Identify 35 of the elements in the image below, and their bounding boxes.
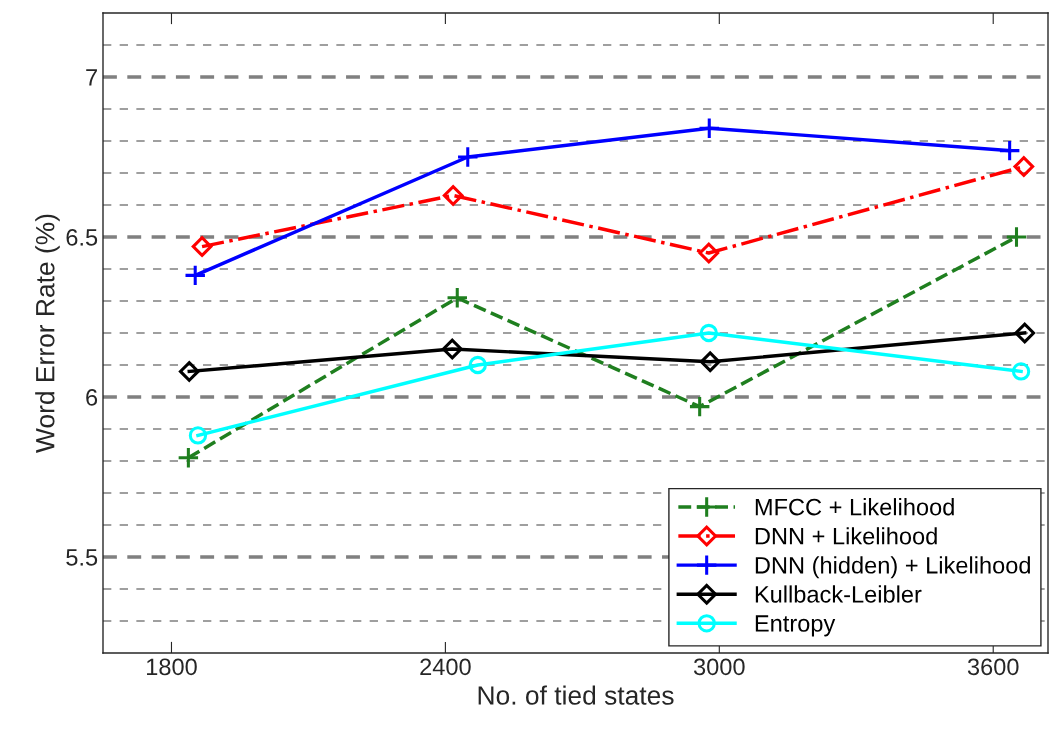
point xyxy=(183,264,207,287)
legend-label: Entropy xyxy=(755,615,836,637)
point xyxy=(442,185,464,206)
point xyxy=(446,286,469,310)
point xyxy=(1005,225,1028,249)
y-tick-label: 6.5 xyxy=(66,229,98,246)
y-tick-label: 5.5 xyxy=(66,549,98,566)
point xyxy=(688,395,711,418)
x-tick-label: 3000 xyxy=(693,658,745,676)
point xyxy=(698,242,720,264)
point xyxy=(441,338,463,360)
point xyxy=(1011,362,1031,381)
legend-label: DNN + Likelihood xyxy=(755,527,937,545)
y-tick-label: 7 xyxy=(86,69,97,86)
point xyxy=(468,355,487,375)
x-tick-label: 2400 xyxy=(420,658,471,676)
point xyxy=(698,116,721,140)
legend-label: MFCC + Likelihood xyxy=(755,498,954,516)
point xyxy=(1013,156,1035,177)
y-tick-label: 6 xyxy=(86,389,98,406)
legend-label: DNN (hidden) + Likelihood xyxy=(755,556,1030,579)
x-tick-label: 1800 xyxy=(147,658,197,676)
point xyxy=(191,236,213,257)
x-tick-label: 3600 xyxy=(967,658,1019,676)
x-axis-title: No. of tied states xyxy=(478,685,674,705)
point xyxy=(177,446,200,470)
legend-label: Kullback-Leibler xyxy=(755,585,922,603)
point xyxy=(699,323,718,343)
y-axis-title: Word Error Rate (%) xyxy=(35,214,60,453)
point xyxy=(1014,322,1036,344)
point xyxy=(699,351,721,373)
point xyxy=(456,145,480,169)
point xyxy=(188,426,208,445)
point xyxy=(998,139,1021,162)
point xyxy=(178,361,200,382)
